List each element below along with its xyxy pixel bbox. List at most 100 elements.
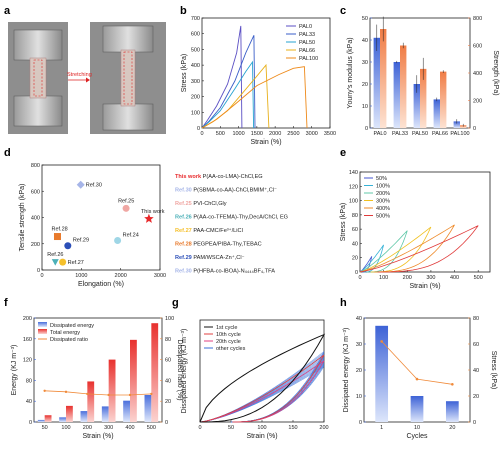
f-ylabel: Energy (KJ m⁻³) [11, 345, 18, 396]
f-bar-dissipated [101, 406, 109, 422]
c-category-label: PAL66 [432, 131, 448, 137]
c-bar-strength [380, 29, 387, 128]
d-point-circle [122, 204, 130, 212]
f-ytick-label: 120 [23, 358, 32, 364]
d-point-circle [114, 236, 122, 244]
panel-b-chart: 0 500 1000 1500 2000 2500 3000 3500 0 100 200 300 40… [181, 16, 336, 146]
d-ytick-label: 0 [37, 268, 40, 274]
b-ytick-label: 600 [191, 32, 200, 38]
b-xtick-label: 2500 [287, 131, 299, 137]
b-ytick-label: 100 [191, 110, 200, 116]
f-legend-label: Dissipated ratio [50, 337, 88, 343]
e-ylabel: Stress (kPa) [340, 203, 347, 242]
b-frame [201, 17, 331, 129]
b-series-line [201, 35, 256, 129]
d-xtick-label: 0 [40, 273, 43, 279]
reference-material: P(SBMA-co-AA)-ChCl,BMIM⁺,Cl⁻ [193, 187, 277, 194]
d-ylabel: Tensile strength (kPa) [19, 184, 26, 252]
d-point-label: Ref.30 [86, 183, 102, 189]
reference-entry: Ref.29 PAM/WSCA-Zn⁺,Cl⁻ [175, 254, 245, 261]
h-ylabel-right: Stress (kPa) [490, 351, 497, 390]
h-ytick-label: 40 [356, 316, 362, 322]
h-xlabel: Cycles [406, 433, 428, 440]
h-ytick-label: 10 [356, 394, 362, 400]
d-ytick-label: 200 [31, 242, 40, 248]
panel-h-chart: 0 10 20 30 40 0 20 40 60 80 Dissipated energy (KJ … [343, 316, 497, 440]
reference-material: P(AA-co-TFEMA)-Thy,DecA/ChCl, EG [193, 215, 288, 221]
e-legend-label: 50% [376, 176, 387, 182]
f-ratio-point [43, 389, 46, 392]
f-ratio-point [150, 392, 153, 396]
h-ytick-label: 0 [359, 420, 362, 426]
d-point-triangle [51, 259, 59, 266]
f-ytick-label: 160 [23, 337, 32, 343]
f-category-label: 50 [42, 425, 48, 431]
g-xtick-label: 200 [319, 425, 328, 431]
e-ytick-label: 60 [352, 227, 358, 233]
e-legend-label: 300% [376, 199, 390, 205]
f-bar-total [44, 415, 52, 422]
f-frame [33, 317, 163, 423]
h-stress-point [451, 383, 454, 386]
reference-material: PEGPEA/PIBA-Thy,TEBAC [193, 242, 261, 248]
e-legend-label: 200% [376, 191, 390, 197]
reference-key: This work [175, 174, 203, 180]
e-ytick-label: 0 [355, 270, 358, 276]
panel-label-d: d [4, 147, 11, 159]
b-xtick-label: 1500 [251, 131, 263, 137]
f-ytick-label: 80 [26, 378, 32, 384]
c-ytick-label: 40 [362, 38, 368, 44]
b-ytick-label: 700 [191, 16, 200, 22]
h-stress-point [415, 377, 419, 381]
reference-key: Ref.27 [175, 228, 193, 234]
e-series-loop [359, 230, 408, 273]
panel-label-b: b [180, 5, 187, 17]
g-legend-label: 20th cycle [216, 339, 241, 345]
f-legend-label: Total energy [50, 330, 80, 336]
d-point-label: Ref.25 [118, 198, 134, 204]
reference-entry: Ref.30 P(SBMA-co-AA)-ChCl,BMIM⁺,Cl⁻ [175, 187, 277, 194]
c-category-label: PAL33 [392, 131, 408, 137]
c-ytick-r-label: 200 [473, 99, 482, 105]
c-category-label: PAL100 [450, 131, 469, 137]
f-bar-dissipated [59, 417, 66, 422]
h-category-label: 1 [380, 425, 383, 431]
f-ratio-point [64, 390, 68, 394]
reference-material: PVI-ChCl,Gly [193, 201, 226, 207]
reference-key: Ref.26 [175, 215, 193, 221]
f-xlabel: Strain (%) [82, 433, 113, 440]
f-ytick-r-label: 60 [165, 358, 171, 364]
c-bar-strength [440, 71, 447, 128]
d-point-label: Ref.28 [51, 227, 67, 233]
c-bar-modulus [453, 121, 460, 128]
c-ylabel-right: Strength (kPa) [492, 50, 499, 95]
c-ytick-label: 0 [365, 126, 368, 132]
f-legend-label: Dissipated energy [50, 323, 94, 329]
f-bar-total [87, 381, 95, 422]
e-xtick-label: 100 [379, 275, 388, 281]
c-bar-strength [400, 45, 407, 128]
panel-label-g: g [172, 297, 179, 309]
b-ylabel: Stress (kPa) [181, 54, 188, 93]
h-category-label: 20 [449, 425, 455, 431]
d-point-diamond [76, 180, 85, 189]
f-ytick-r-label: 100 [165, 316, 174, 322]
reference-material: P(AA-co-LMA)-ChCl,EG [203, 174, 263, 180]
e-series-loop [359, 224, 455, 273]
f-category-label: 100 [61, 425, 70, 431]
h-ytick-r-label: 20 [473, 394, 479, 400]
e-xtick-label: 200 [403, 275, 412, 281]
c-bar-modulus [413, 84, 420, 128]
b-xtick-label: 2000 [269, 131, 281, 137]
e-legend-label: 400% [376, 206, 390, 212]
d-xlabel: Elongation (%) [78, 281, 124, 288]
f-ytick-r-label: 80 [165, 337, 171, 343]
g-cycle1-loop [199, 333, 326, 423]
f-ratio-line [44, 390, 152, 396]
g-xtick-label: 150 [288, 425, 297, 431]
d-point-label: Ref.27 [68, 260, 84, 266]
reference-key: Ref.28 [175, 242, 193, 248]
d-point-label: Ref.24 [123, 232, 139, 238]
e-legend-label: 500% [376, 214, 390, 220]
